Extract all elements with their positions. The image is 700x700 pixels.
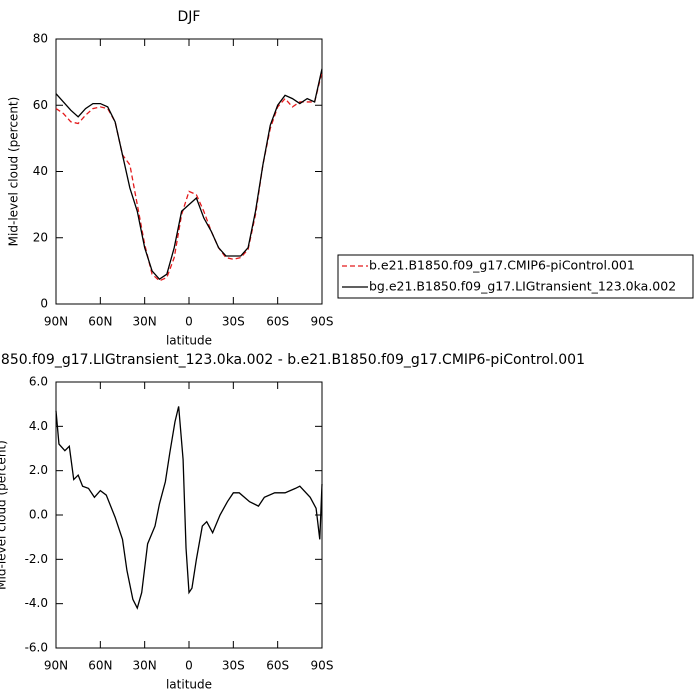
y-tick-label: 2.0 [29,463,48,477]
plot-frame [55,38,323,305]
x-tick-label: 90S [311,315,334,329]
y-tick-label: 0.0 [29,508,48,522]
legend-label: b.e21.B1850.f09_g17.CMIP6-piControl.001 [369,258,635,273]
x-tick-label: 30N [133,659,157,673]
y-tick-label: -4.0 [25,596,48,610]
legend-box [337,254,694,299]
y-tick-label: 6.0 [29,375,48,389]
x-tick-label: 0 [185,659,193,673]
x-tick-label: 60N [88,315,112,329]
y-tick-label: 20 [33,230,48,244]
y-axis-label: Mid-level cloud (percent) [7,97,21,247]
data-line [55,406,323,610]
x-axis-label: latitude [166,334,212,348]
x-axis-label: latitude [166,678,212,692]
chart-title: DJF [178,9,201,25]
chart-title: bg.e21.B1850.f09_g17.LIGtransient_123.0k… [0,352,585,368]
data-line [55,68,323,281]
legend-label: bg.e21.B1850.f09_g17.LIGtransient_123.0k… [369,279,676,294]
x-tick-label: 60N [88,659,112,673]
plot-frame [55,381,323,649]
x-tick-label: 0 [185,315,193,329]
x-tick-label: 90N [44,659,68,673]
y-tick-label: 4.0 [29,419,48,433]
x-tick-label: 30S [222,315,245,329]
y-tick-label: -6.0 [25,641,48,655]
y-tick-label: 0 [40,297,48,311]
y-tick-label: 40 [33,164,48,178]
x-tick-label: 30S [222,659,245,673]
y-tick-label: -2.0 [25,552,48,566]
x-tick-label: 30N [133,315,157,329]
x-tick-label: 90N [44,315,68,329]
y-tick-label: 60 [33,98,48,112]
x-tick-label: 60S [266,315,289,329]
x-tick-label: 60S [266,659,289,673]
y-tick-label: 80 [33,32,48,46]
y-axis-label: Mid-level cloud (percent) [0,440,9,590]
x-tick-label: 90S [311,659,334,673]
